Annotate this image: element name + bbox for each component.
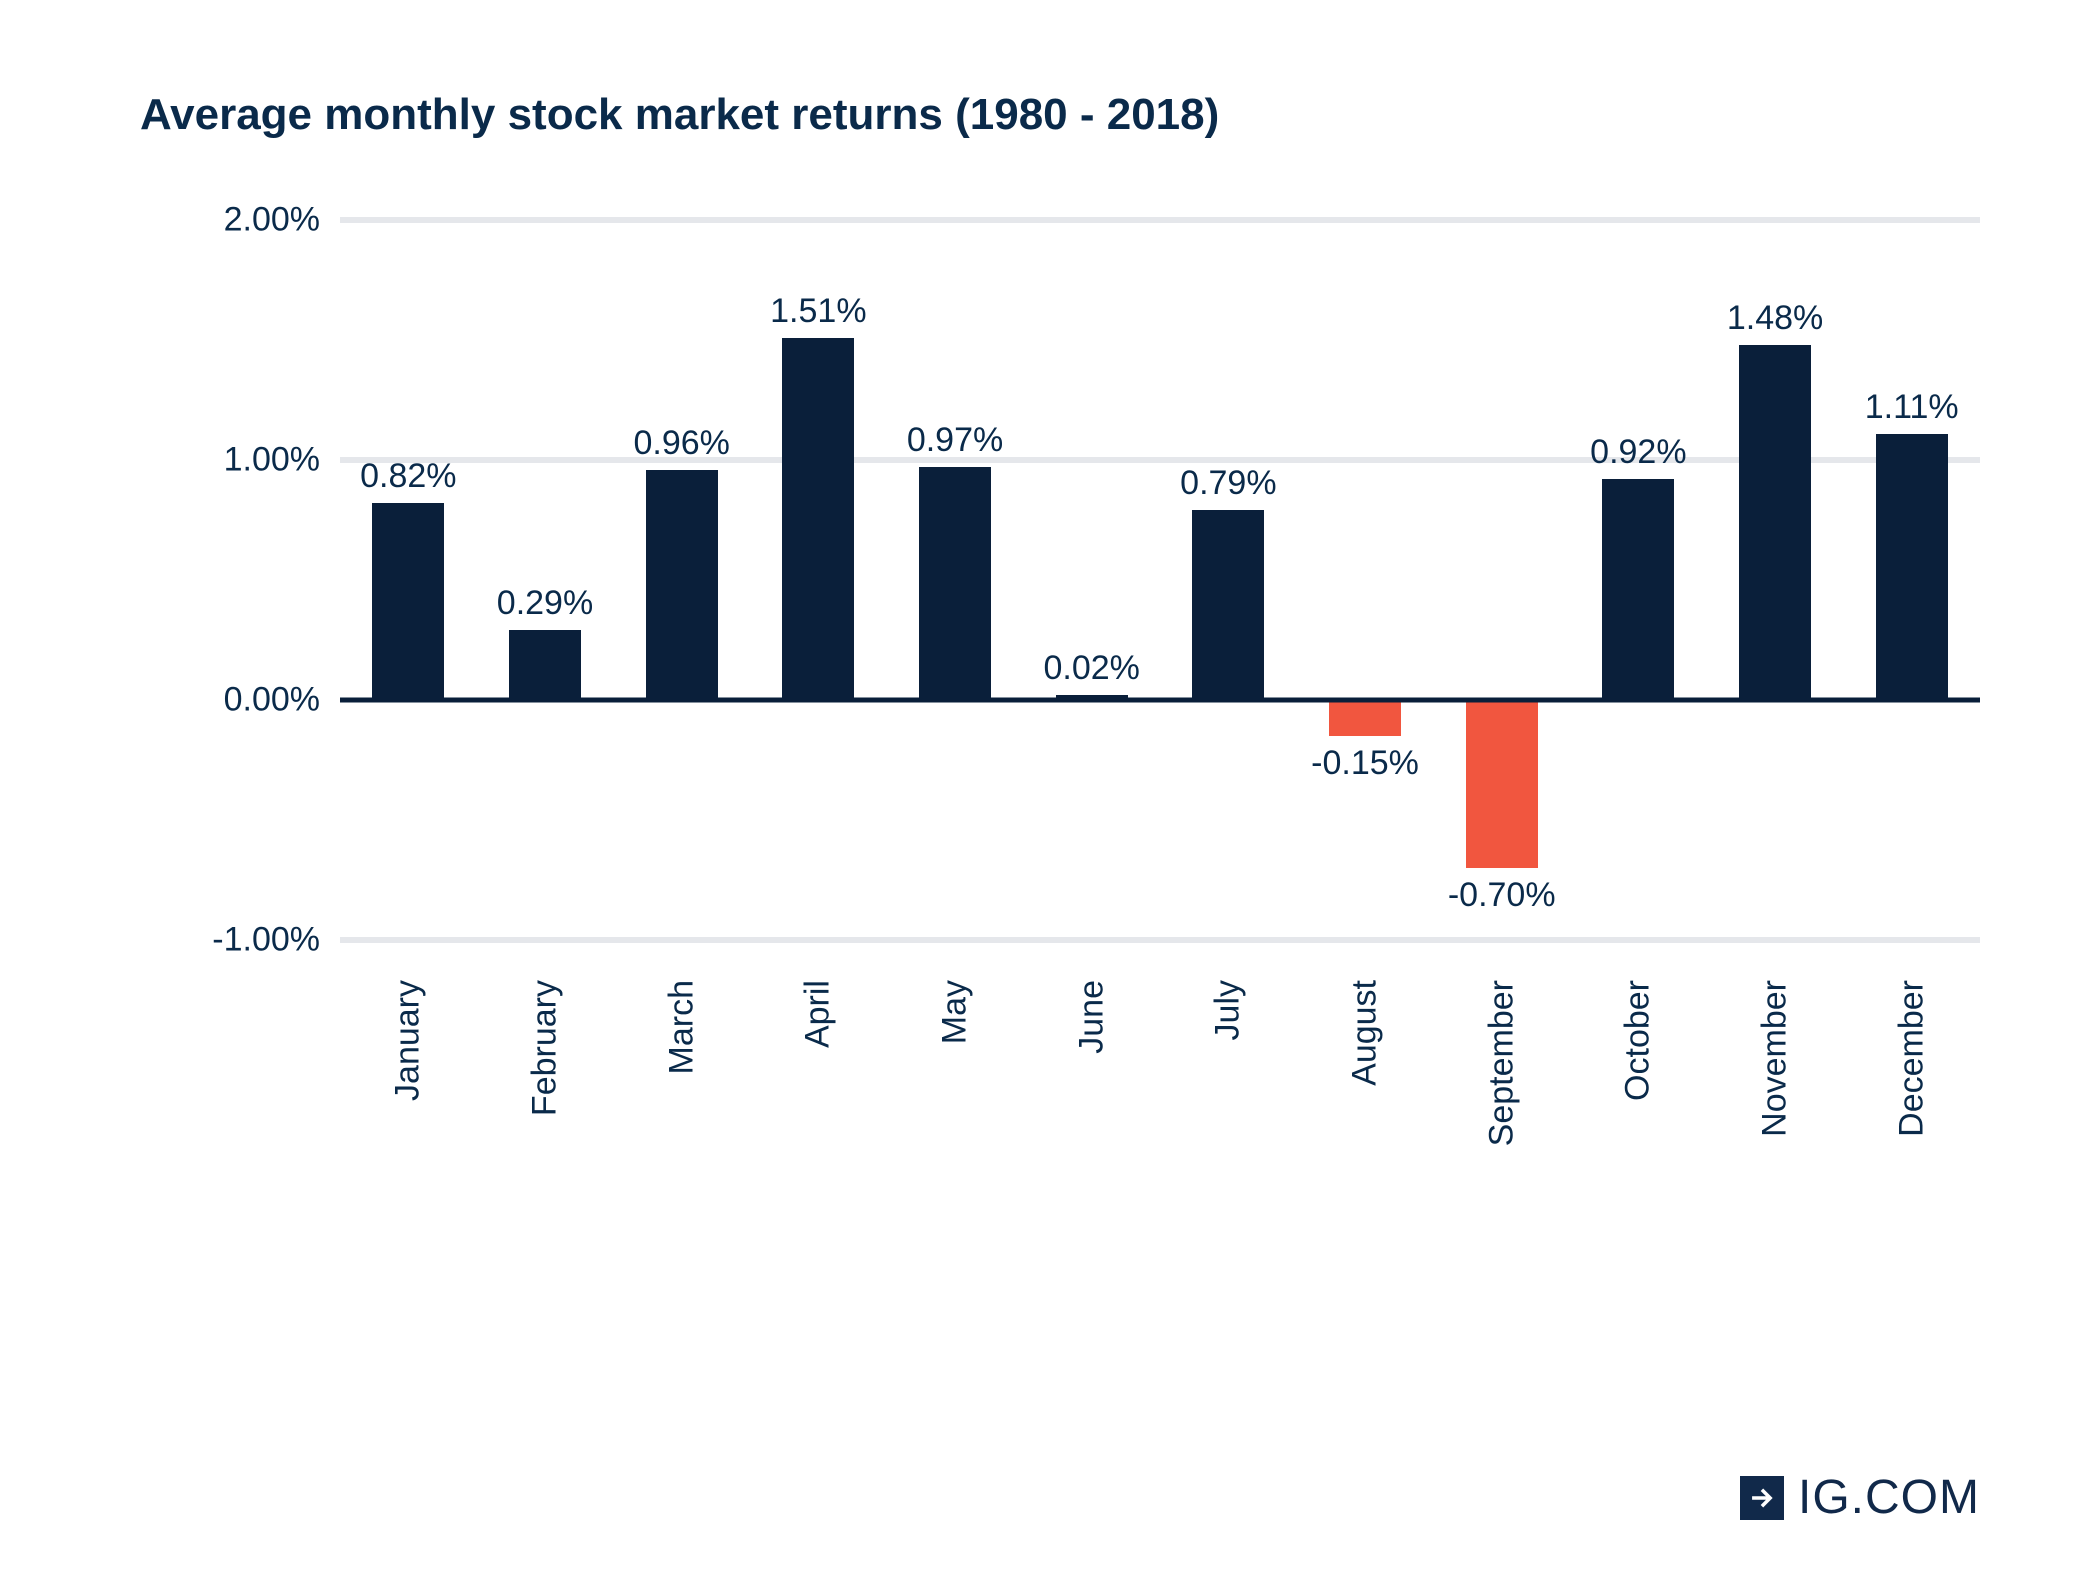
grid-line (340, 698, 1980, 703)
bar (1192, 510, 1264, 700)
bar-slot: 0.79% July (1160, 200, 1297, 1250)
y-tick-label: 2.00% (224, 201, 320, 240)
bar-value-label: 0.97% (907, 421, 1003, 460)
bar-slot: 0.02% June (1023, 200, 1160, 1250)
bar (919, 467, 991, 700)
x-tick-label: March (662, 980, 701, 1074)
bar-value-label: 0.82% (360, 457, 456, 496)
chart-title: Average monthly stock market returns (19… (140, 90, 1980, 140)
x-tick-label: February (526, 980, 565, 1116)
x-tick-label: December (1892, 980, 1931, 1137)
bar (1876, 434, 1948, 700)
x-tick-label: August (1346, 980, 1385, 1086)
y-tick-label: 0.00% (224, 681, 320, 720)
bar (1739, 345, 1811, 700)
bars-group: 0.82% January 0.29% February 0.96% March 1.51%… (340, 200, 1980, 1250)
brand-logo: IG.COM (1740, 1470, 1980, 1525)
bar-slot: 1.51% April (750, 200, 887, 1250)
bar (1602, 479, 1674, 700)
bar-slot: 0.92% October (1570, 200, 1707, 1250)
x-tick-label: July (1209, 980, 1248, 1040)
bar-slot: 0.97% May (887, 200, 1024, 1250)
x-tick-label: April (799, 980, 838, 1048)
bar-value-label: 1.48% (1727, 299, 1823, 338)
x-tick-label: January (389, 980, 428, 1101)
x-tick-label: June (1072, 980, 1111, 1054)
bar-value-label: 1.11% (1865, 388, 1959, 427)
bar-value-label: 0.79% (1180, 464, 1276, 503)
bar-value-label: -0.15% (1311, 744, 1419, 783)
bar (646, 470, 718, 700)
bar-value-label: 1.51% (770, 292, 866, 331)
y-tick-label: -1.00% (212, 921, 320, 960)
bar-slot: 1.11% December (1843, 200, 1980, 1250)
bar (1329, 700, 1401, 736)
bar-value-label: 0.92% (1590, 433, 1686, 472)
bar (782, 338, 854, 700)
bar-slot: 0.96% March (613, 200, 750, 1250)
bar (372, 503, 444, 700)
y-tick-label: 1.00% (224, 441, 320, 480)
x-tick-label: September (1482, 980, 1521, 1146)
bar-slot: 1.48% November (1707, 200, 1844, 1250)
bar-value-label: -0.70% (1448, 876, 1556, 915)
brand-logo-text: IG.COM (1798, 1470, 1980, 1525)
chart-plot-area: 2.00% 1.00% 0.00% -1.00% 0.82% January 0.29% F… (140, 200, 1980, 1250)
bar-value-label: 0.02% (1043, 649, 1139, 688)
bar-slot: -0.70% September (1433, 200, 1570, 1250)
bar (509, 630, 581, 700)
y-axis: 2.00% 1.00% 0.00% -1.00% (140, 200, 320, 1250)
bar-slot: -0.15% August (1297, 200, 1434, 1250)
bar (1466, 700, 1538, 868)
bar-value-label: 0.96% (633, 424, 729, 463)
brand-logo-icon (1740, 1476, 1784, 1520)
x-tick-label: October (1619, 980, 1658, 1101)
bar-slot: 0.29% February (477, 200, 614, 1250)
chart-container: Average monthly stock market returns (19… (0, 0, 2100, 1585)
x-tick-label: November (1756, 980, 1795, 1137)
bar-value-label: 0.29% (497, 584, 593, 623)
bar-slot: 0.82% January (340, 200, 477, 1250)
x-tick-label: May (936, 980, 975, 1044)
